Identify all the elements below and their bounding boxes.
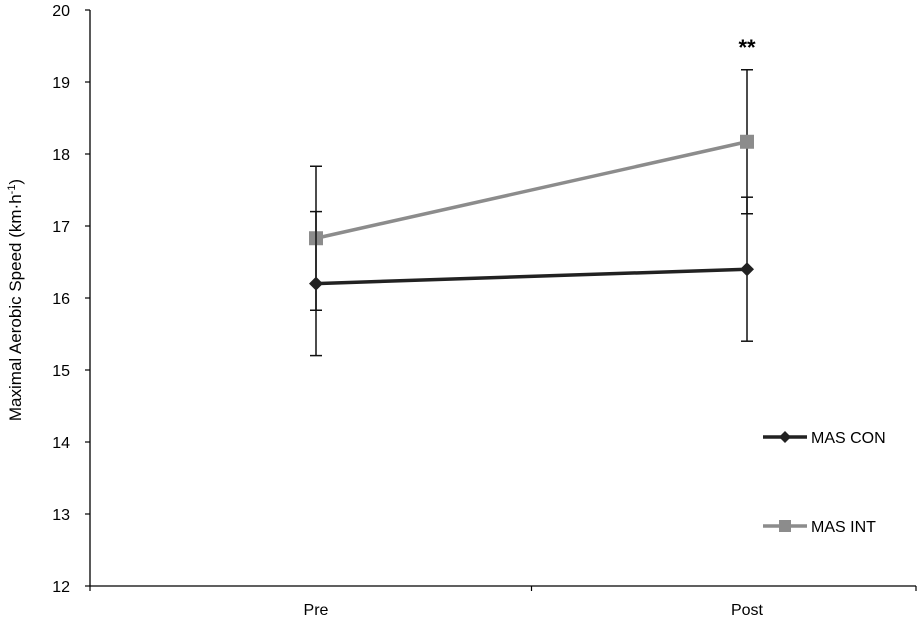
x-tick-label: Pre <box>304 602 329 619</box>
legend-marker <box>779 520 791 532</box>
y-tick-label: 18 <box>52 147 70 164</box>
series-line <box>315 267 748 286</box>
x-tick-label: Post <box>731 602 764 619</box>
series-layer: ** <box>309 35 756 357</box>
legend-label: MAS CON <box>811 430 886 447</box>
series-line <box>315 140 748 240</box>
y-axis-label-main: Maximal Aerobic Speed (km·h <box>6 194 25 421</box>
y-tick-label: 19 <box>52 75 70 92</box>
legend-label: MAS INT <box>811 519 876 536</box>
y-tick-label: 14 <box>52 435 70 452</box>
legend: MAS CON MAS INT <box>763 430 886 536</box>
y-tick-label: 20 <box>52 3 70 20</box>
y-tick-label: 17 <box>52 219 70 236</box>
data-point <box>740 134 754 149</box>
series-mas-int <box>309 69 754 311</box>
y-axis-label: Maximal Aerobic Speed (km·h-1) <box>6 179 25 421</box>
axes: 12 13 14 15 16 17 18 19 20 Pre Post <box>52 3 917 619</box>
y-tick-label: 16 <box>52 291 70 308</box>
series-mas-con <box>309 196 754 357</box>
data-point <box>309 276 323 291</box>
y-axis-label-superscript: -1 <box>6 185 18 195</box>
y-tick-label: 13 <box>52 507 70 524</box>
y-tick-label: 15 <box>52 363 70 380</box>
legend-item: MAS INT <box>763 519 876 536</box>
y-axis-label-close: ) <box>6 179 25 185</box>
data-point <box>740 262 754 277</box>
legend-item: MAS CON <box>763 430 886 447</box>
legend-marker <box>779 431 791 443</box>
y-tick-label: 12 <box>52 579 70 596</box>
significance-annotation: ** <box>738 35 756 60</box>
